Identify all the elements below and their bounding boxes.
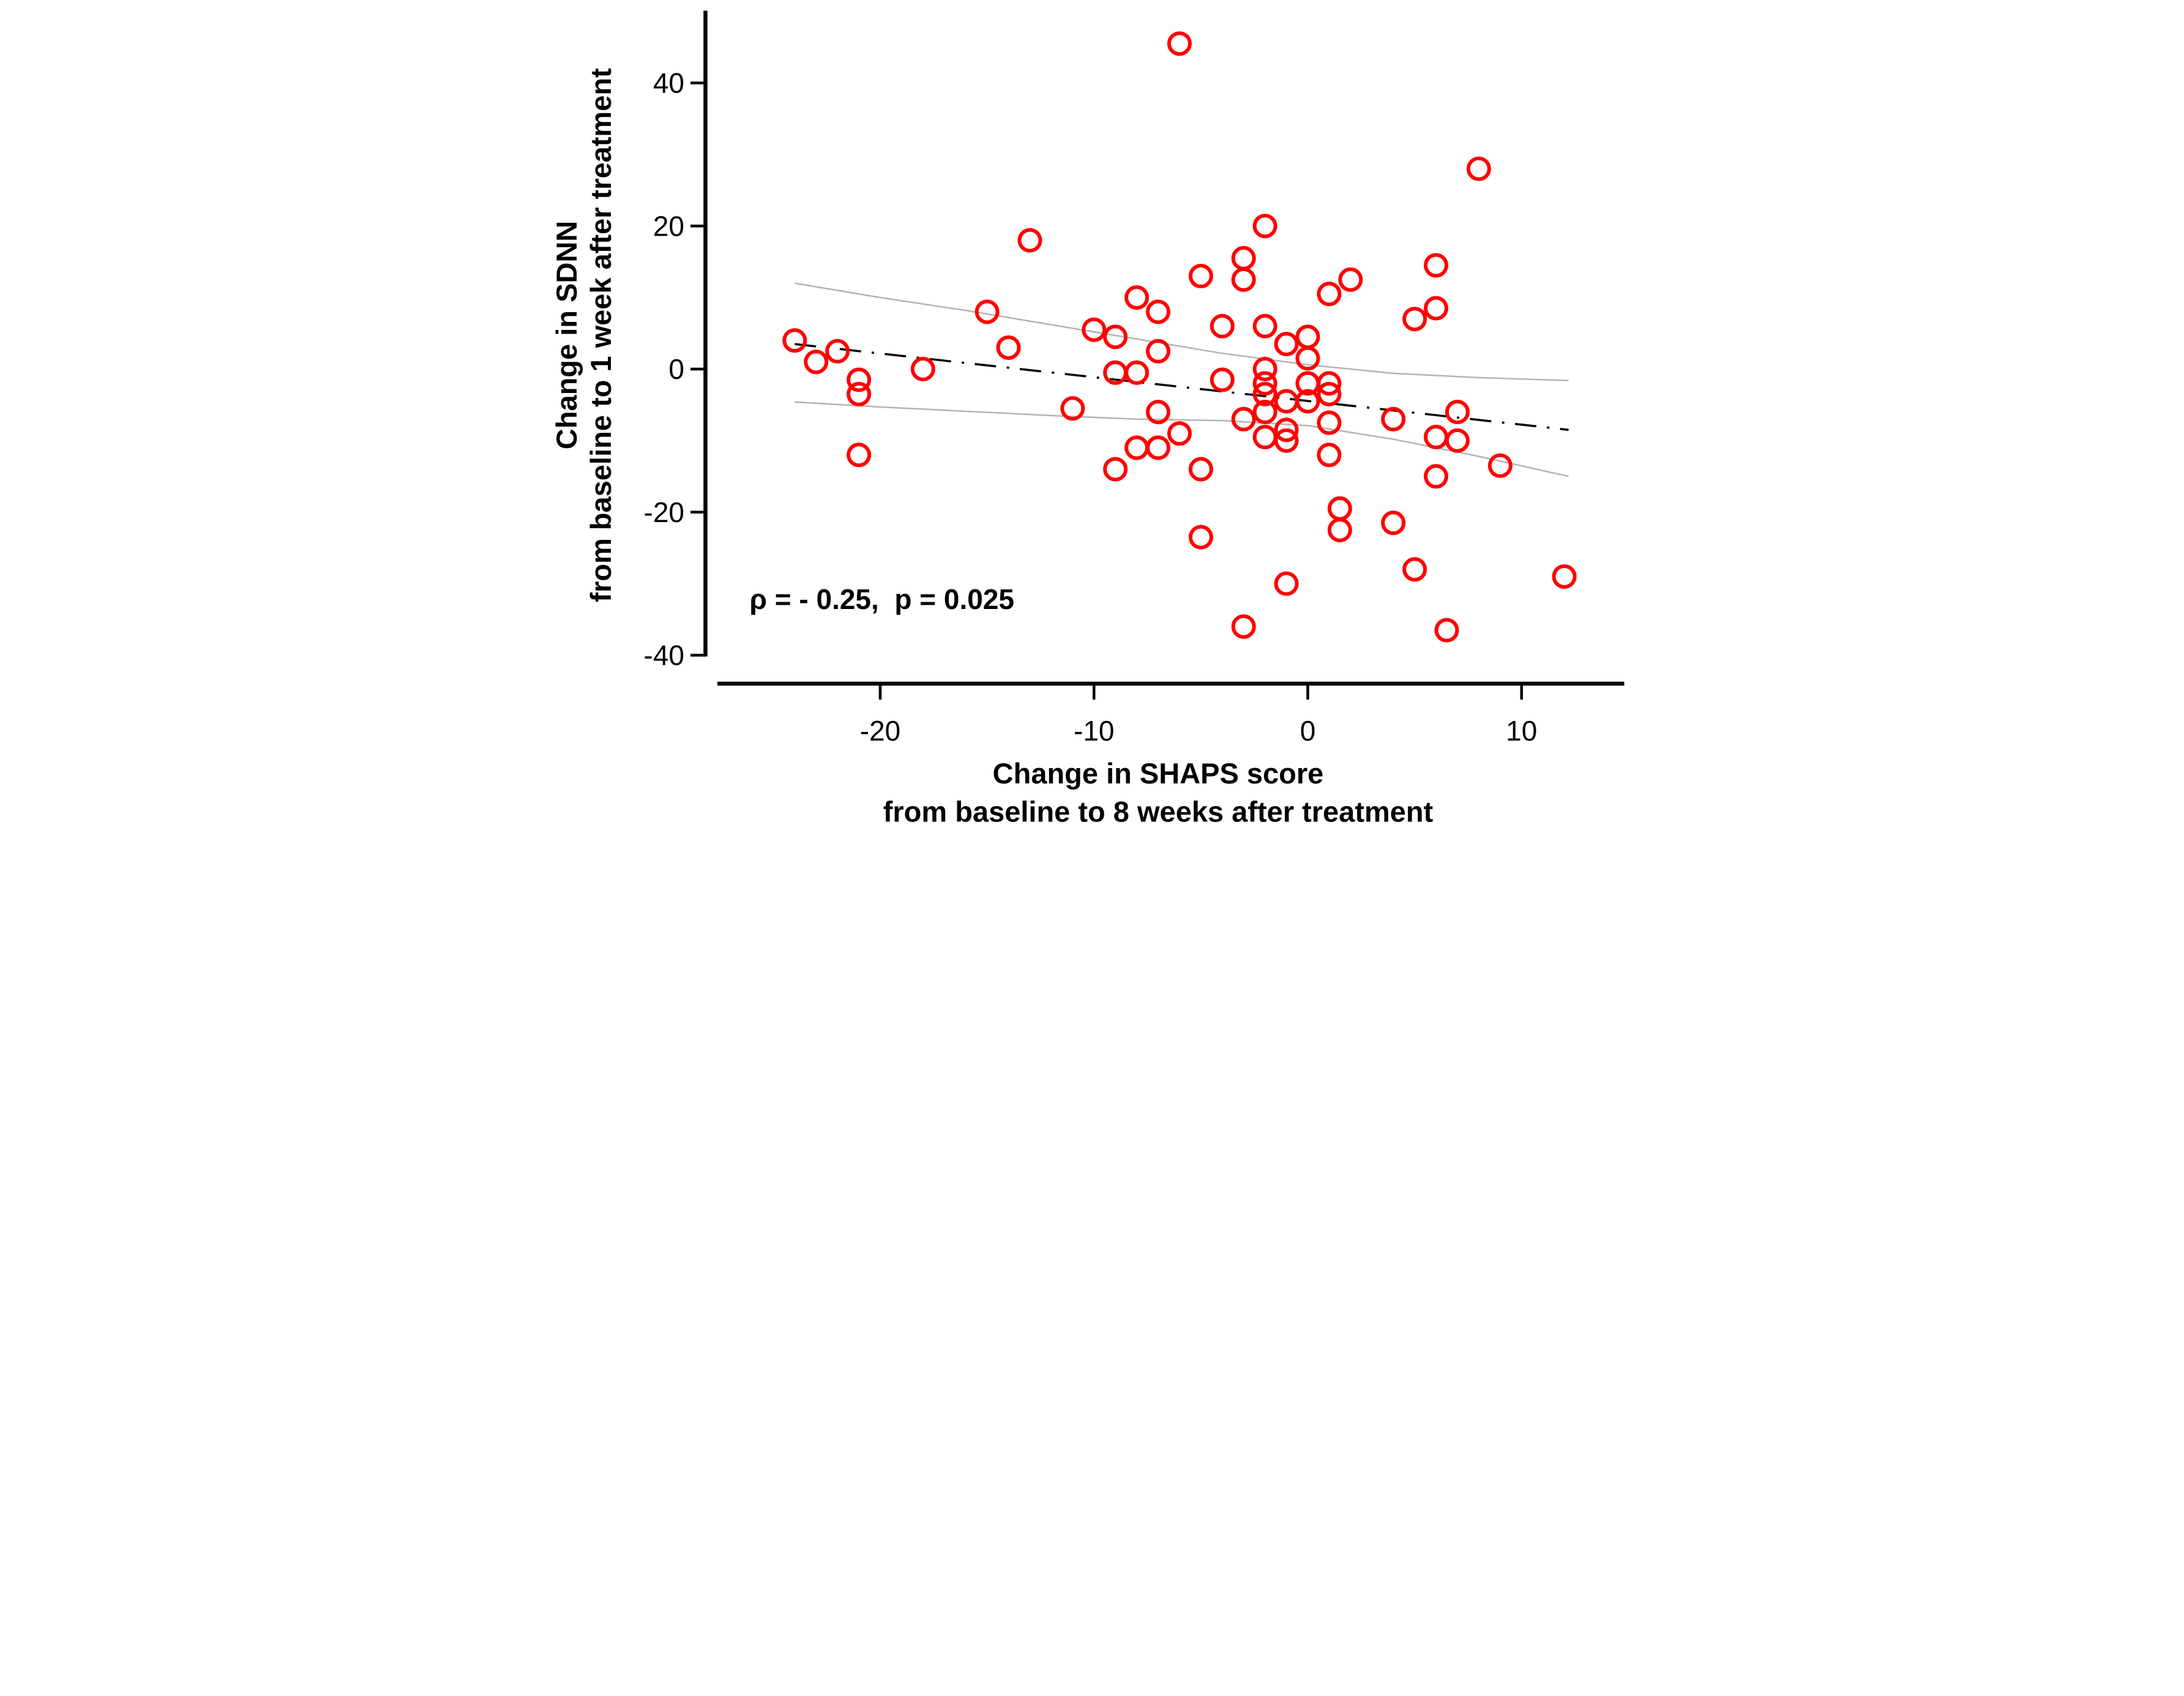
scatter-point	[847, 381, 872, 406]
scatter-point	[1274, 571, 1299, 596]
scatter-point	[1487, 453, 1513, 478]
scatter-point	[1274, 428, 1299, 453]
x-axis-title-line2: from baseline to 8 weeks after treatment	[883, 796, 1434, 828]
scatter-point	[1274, 332, 1299, 357]
scatter-point	[804, 349, 829, 375]
scatter-point	[1103, 324, 1128, 349]
y-tick-label: -40	[644, 640, 684, 671]
scatter-point	[1274, 417, 1299, 443]
scatter-point	[1327, 517, 1352, 542]
scatter-point	[1146, 400, 1171, 425]
scatter-point	[1017, 228, 1042, 253]
scatter-point	[825, 338, 850, 364]
x-tick-label: 0	[1300, 715, 1316, 747]
y-axis-title-line1: Change in SDNN	[550, 221, 583, 449]
scatter-point	[1060, 396, 1085, 421]
scatter-point	[1402, 307, 1427, 332]
scatter-point	[1434, 618, 1459, 643]
scatter-point	[1167, 31, 1192, 56]
scatter-point	[910, 357, 935, 381]
x-axis-title-line1: Change in SHAPS score	[993, 757, 1324, 790]
scatter-point	[1424, 253, 1449, 278]
x-axis-ticks: -20 -10 0 10	[860, 684, 1537, 747]
scatter-point	[1552, 564, 1577, 589]
scatter-point	[1188, 264, 1213, 289]
y-tick-label: 40	[653, 67, 684, 99]
scatter-point	[1317, 371, 1342, 396]
scatter-plot: 40 20 0 -20 -40 -20 -10 0 10 ρ = - 0.25, p = 0.…	[546, 0, 1638, 848]
scatter-point	[1338, 267, 1363, 292]
scatter-point	[1146, 435, 1171, 460]
trend-line	[795, 343, 1569, 431]
scatter-point	[996, 335, 1021, 360]
scatter-point	[1295, 346, 1320, 371]
scatter-point	[1210, 367, 1235, 392]
scatter-points-layer	[782, 31, 1577, 643]
scatter-point	[1124, 360, 1150, 385]
scatter-point	[1188, 457, 1213, 482]
scatter-point	[1381, 510, 1406, 536]
scatter-point	[1252, 357, 1277, 381]
scatter-point	[1252, 381, 1277, 406]
scatter-point	[1231, 614, 1256, 639]
scatter-point	[1146, 299, 1171, 324]
scatter-point	[1252, 313, 1277, 338]
scatter-point	[1188, 525, 1213, 550]
scatter-point	[1252, 371, 1277, 396]
scatter-point	[1466, 156, 1491, 181]
scatter-point	[1317, 410, 1342, 435]
x-tick-label: -10	[1074, 715, 1114, 747]
scatter-point	[1210, 313, 1235, 338]
scatter-point	[1424, 464, 1449, 489]
scatter-point	[1317, 443, 1342, 468]
scatter-point	[847, 443, 872, 468]
scatter-point	[1252, 214, 1277, 239]
scatter-point	[1103, 457, 1128, 482]
scatter-point	[1231, 406, 1256, 431]
ci-upper-curve	[795, 282, 1569, 381]
y-tick-label: 0	[668, 353, 684, 385]
scatter-point	[1295, 389, 1320, 414]
scatter-point	[1381, 406, 1406, 431]
scatter-point	[1231, 267, 1256, 292]
scatter-point	[1317, 381, 1342, 406]
scatter-point	[1445, 428, 1470, 453]
y-tick-label: 20	[653, 210, 684, 242]
scatter-point	[782, 328, 807, 353]
scatter-point	[1252, 400, 1277, 425]
y-axis-title-line2: from baseline to 1 week after treatment	[585, 68, 617, 602]
figure-container: 40 20 0 -20 -40 -20 -10 0 10 ρ = - 0.25, p = 0.…	[546, 0, 1638, 848]
scatter-point	[974, 299, 1000, 324]
x-tick-label: -20	[860, 715, 900, 747]
scatter-point	[1167, 421, 1192, 446]
y-axis-ticks: 40 20 0 -20 -40	[644, 67, 706, 671]
scatter-point	[1317, 282, 1342, 307]
x-tick-label: 10	[1506, 715, 1537, 747]
scatter-point	[1445, 400, 1470, 425]
y-tick-label: -20	[644, 496, 684, 528]
scatter-point	[1424, 296, 1449, 321]
scatter-point	[1146, 338, 1171, 364]
scatter-point	[1402, 557, 1427, 582]
correlation-annotation: ρ = - 0.25, p = 0.025	[750, 583, 1015, 615]
scatter-point	[1082, 317, 1107, 342]
scatter-point	[847, 367, 872, 392]
scatter-point	[1124, 285, 1150, 310]
